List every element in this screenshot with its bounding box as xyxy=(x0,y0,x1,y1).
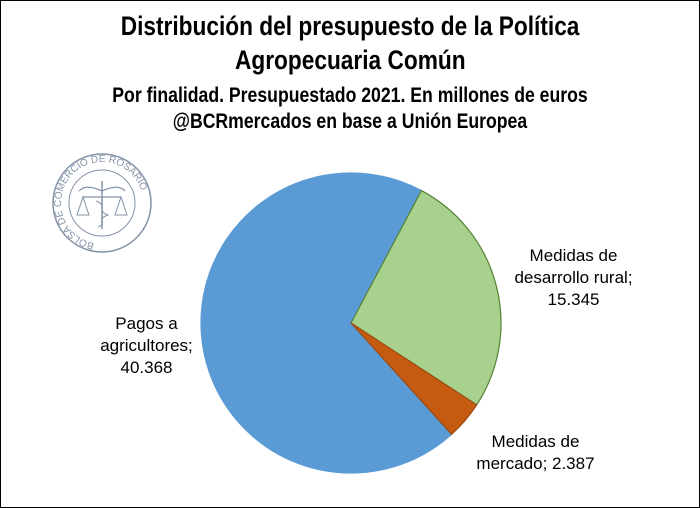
chart-source: @BCRmercados en base a Unión Europea xyxy=(172,110,528,133)
bcr-logo: BOLSA DE COMERCIO DE ROSARIO xyxy=(52,153,152,253)
pie-slice-pagos-a-agricultores xyxy=(200,172,453,474)
pie-slice-medidas-de-mercado xyxy=(350,322,478,436)
chart-title-line-1: Distribución del presupuesto de la Polít… xyxy=(120,11,580,41)
chart-title-line-2: Agropecuaria Común xyxy=(234,45,466,75)
pie-slice-medidas-de-desarrollo-rural xyxy=(350,189,502,406)
data-label-desarrollo-rural: Medidas de desarrollo rural; 15.345 xyxy=(514,246,633,309)
pie xyxy=(200,172,502,474)
data-label-mercado: Medidas de mercado; 2.387 xyxy=(476,432,595,473)
data-label-pagos-agricultores: Pagos a agricultores; 40.368 xyxy=(100,314,193,377)
chart-subtitle: Por finalidad. Presupuestado 2021. En mi… xyxy=(112,84,588,107)
